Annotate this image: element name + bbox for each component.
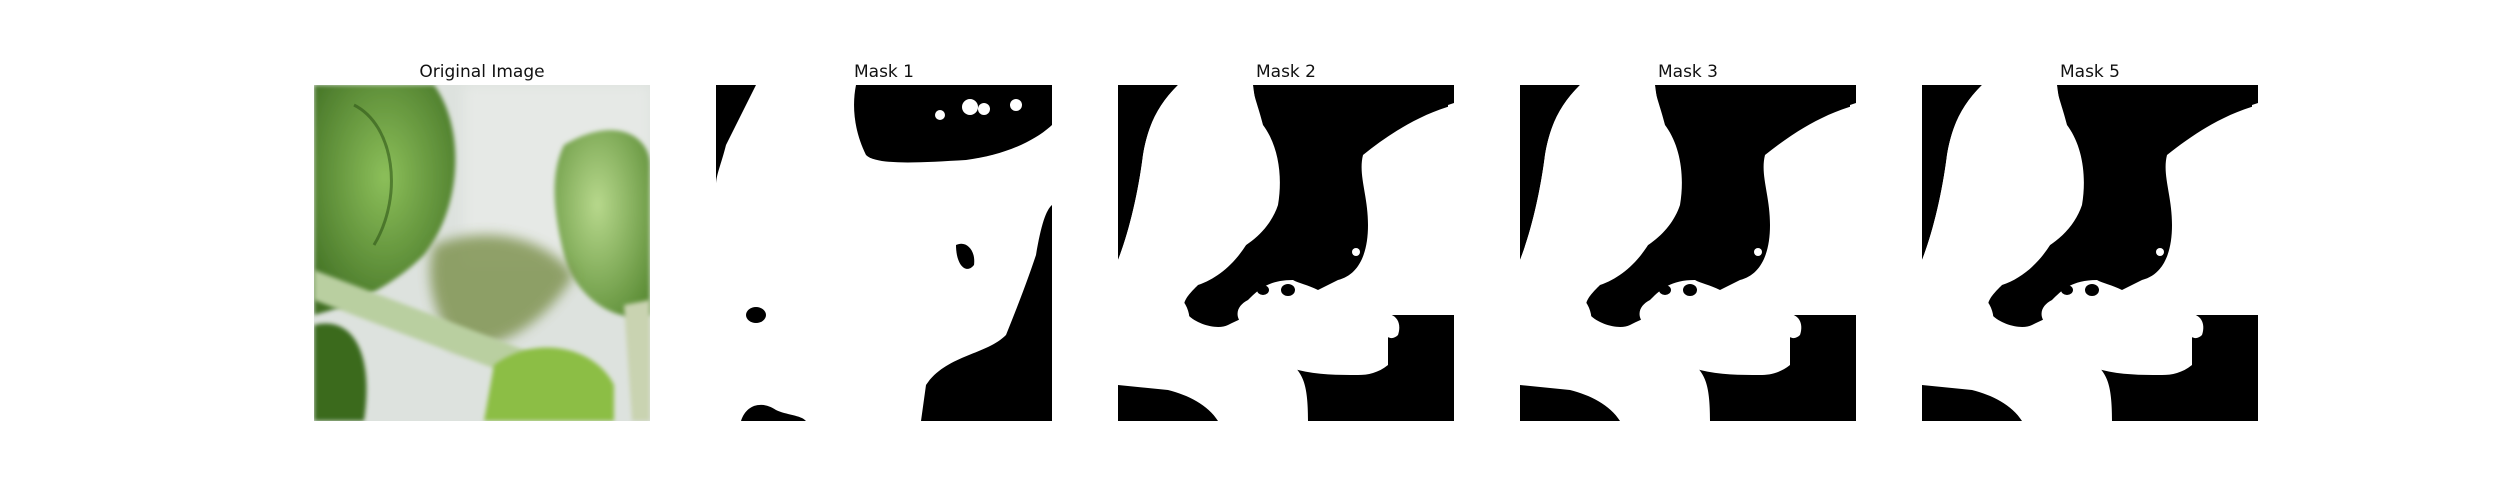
mask-1-panel: Mask 1 bbox=[716, 60, 1052, 421]
mask-5-panel: Mask 5 bbox=[1922, 60, 2258, 421]
panel-title: Mask 5 bbox=[2059, 62, 2120, 82]
panel-title: Mask 1 bbox=[853, 62, 914, 82]
mask-3-panel: Mask 3 bbox=[1520, 60, 1856, 421]
panel-title: Mask 2 bbox=[1255, 62, 1316, 82]
panel-title: Original Image bbox=[419, 62, 545, 82]
original-image bbox=[314, 85, 650, 421]
mask-2-image bbox=[1118, 85, 1454, 421]
mask-2-panel: Mask 2 bbox=[1118, 60, 1454, 421]
mask-3-image bbox=[1520, 85, 1856, 421]
mask-1-image bbox=[716, 85, 1052, 421]
original-image-panel: Original Image bbox=[314, 60, 650, 421]
mask-5-image bbox=[1922, 85, 2258, 421]
panel-title: Mask 3 bbox=[1657, 62, 1718, 82]
